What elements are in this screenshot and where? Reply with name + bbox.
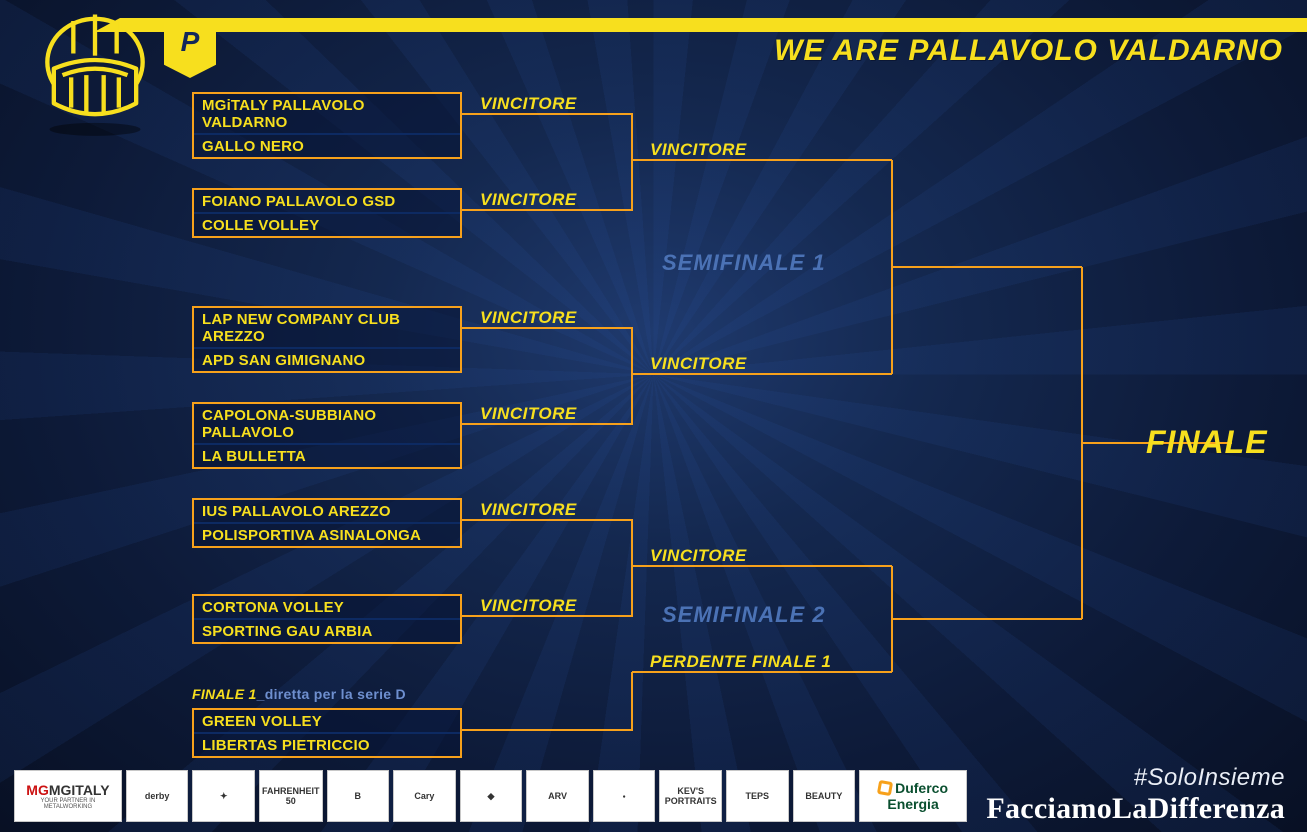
- sponsor: derby: [126, 770, 189, 822]
- sponsor: B: [327, 770, 390, 822]
- team: COLLE VOLLEY: [194, 212, 460, 236]
- winner-label: VINCITORE: [650, 354, 747, 374]
- winner-label: VINCITORE: [650, 546, 747, 566]
- team: SPORTING GAU ARBIA: [194, 618, 460, 642]
- semifinal-2-label: SEMIFINALE 2: [662, 602, 826, 628]
- match-2: FOIANO PALLAVOLO GSD COLLE VOLLEY: [192, 188, 462, 238]
- sponsor: BEAUTY: [793, 770, 856, 822]
- hashtag-2: FacciamoLaDifferenza: [986, 792, 1285, 826]
- team: IUS PALLAVOLO AREZZO: [194, 500, 460, 522]
- team: LAP NEW COMPANY CLUB AREZZO: [194, 308, 460, 347]
- team: GALLO NERO: [194, 133, 460, 157]
- match-6: CORTONA VOLLEY SPORTING GAU ARBIA: [192, 594, 462, 644]
- team: LA BULLETTA: [194, 443, 460, 467]
- match-1: MGiTALY PALLAVOLO VALDARNO GALLO NERO: [192, 92, 462, 159]
- final1-note-tail: _diretta per la serie D: [257, 686, 406, 702]
- header-flag: P: [164, 18, 216, 78]
- winner-label: VINCITORE: [480, 500, 577, 520]
- match-3: LAP NEW COMPANY CLUB AREZZO APD SAN GIMI…: [192, 306, 462, 373]
- match-4: CAPOLONA-SUBBIANO PALLAVOLO LA BULLETTA: [192, 402, 462, 469]
- hashtag-1: #SoloInsieme: [986, 764, 1285, 792]
- team: POLISPORTIVA ASINALONGA: [194, 522, 460, 546]
- winner-label: VINCITORE: [480, 596, 577, 616]
- semifinal-1-label: SEMIFINALE 1: [662, 250, 826, 276]
- sponsors-strip: MGMGITALY YOUR PARTNER IN METALWORKING d…: [14, 770, 967, 822]
- final1-note: FINALE 1_diretta per la serie D: [192, 686, 406, 702]
- team: GREEN VOLLEY: [194, 710, 460, 732]
- flag-letter: P: [164, 26, 216, 58]
- sponsor: Cary: [393, 770, 456, 822]
- winner-label: VINCITORE: [480, 404, 577, 424]
- sponsor: KEV'S PORTRAITS: [659, 770, 722, 822]
- team: CAPOLONA-SUBBIANO PALLAVOLO: [194, 404, 460, 443]
- sponsor-duferco: Duferco Energia: [859, 770, 967, 822]
- loser-label: PERDENTE FINALE 1: [650, 652, 831, 672]
- sponsor: FAHRENHEIT 50: [259, 770, 323, 822]
- bracket: MGiTALY PALLAVOLO VALDARNO GALLO NERO VI…: [192, 92, 1282, 712]
- winner-label: VINCITORE: [480, 190, 577, 210]
- sponsor: ARV: [526, 770, 589, 822]
- sponsor-label: Duferco Energia: [887, 780, 948, 812]
- sponsor: TEPS: [726, 770, 789, 822]
- sponsor-label: MGITALY: [49, 782, 110, 798]
- club-logo: [30, 8, 160, 138]
- header-bar: [120, 18, 1307, 32]
- hashtags: #SoloInsieme FacciamoLaDifferenza: [986, 764, 1285, 826]
- winner-label: VINCITORE: [650, 140, 747, 160]
- team: APD SAN GIMIGNANO: [194, 347, 460, 371]
- final-label: FINALE: [1146, 424, 1268, 461]
- sponsor-tag: YOUR PARTNER IN METALWORKING: [17, 798, 119, 810]
- sponsor-mgitaly: MGMGITALY YOUR PARTNER IN METALWORKING: [14, 770, 122, 822]
- sponsor: ◆: [460, 770, 523, 822]
- final1-note-head: FINALE 1: [192, 686, 257, 702]
- match-7: GREEN VOLLEY LIBERTAS PIETRICCIO: [192, 708, 462, 758]
- winner-label: VINCITORE: [480, 308, 577, 328]
- team: FOIANO PALLAVOLO GSD: [194, 190, 460, 212]
- winner-label: VINCITORE: [480, 94, 577, 114]
- match-5: IUS PALLAVOLO AREZZO POLISPORTIVA ASINAL…: [192, 498, 462, 548]
- header-slogan: WE ARE PALLAVOLO VALDARNO: [774, 34, 1283, 68]
- sponsor: ✦: [192, 770, 255, 822]
- team: CORTONA VOLLEY: [194, 596, 460, 618]
- sponsor: ・: [593, 770, 656, 822]
- team: LIBERTAS PIETRICCIO: [194, 732, 460, 756]
- team: MGiTALY PALLAVOLO VALDARNO: [194, 94, 460, 133]
